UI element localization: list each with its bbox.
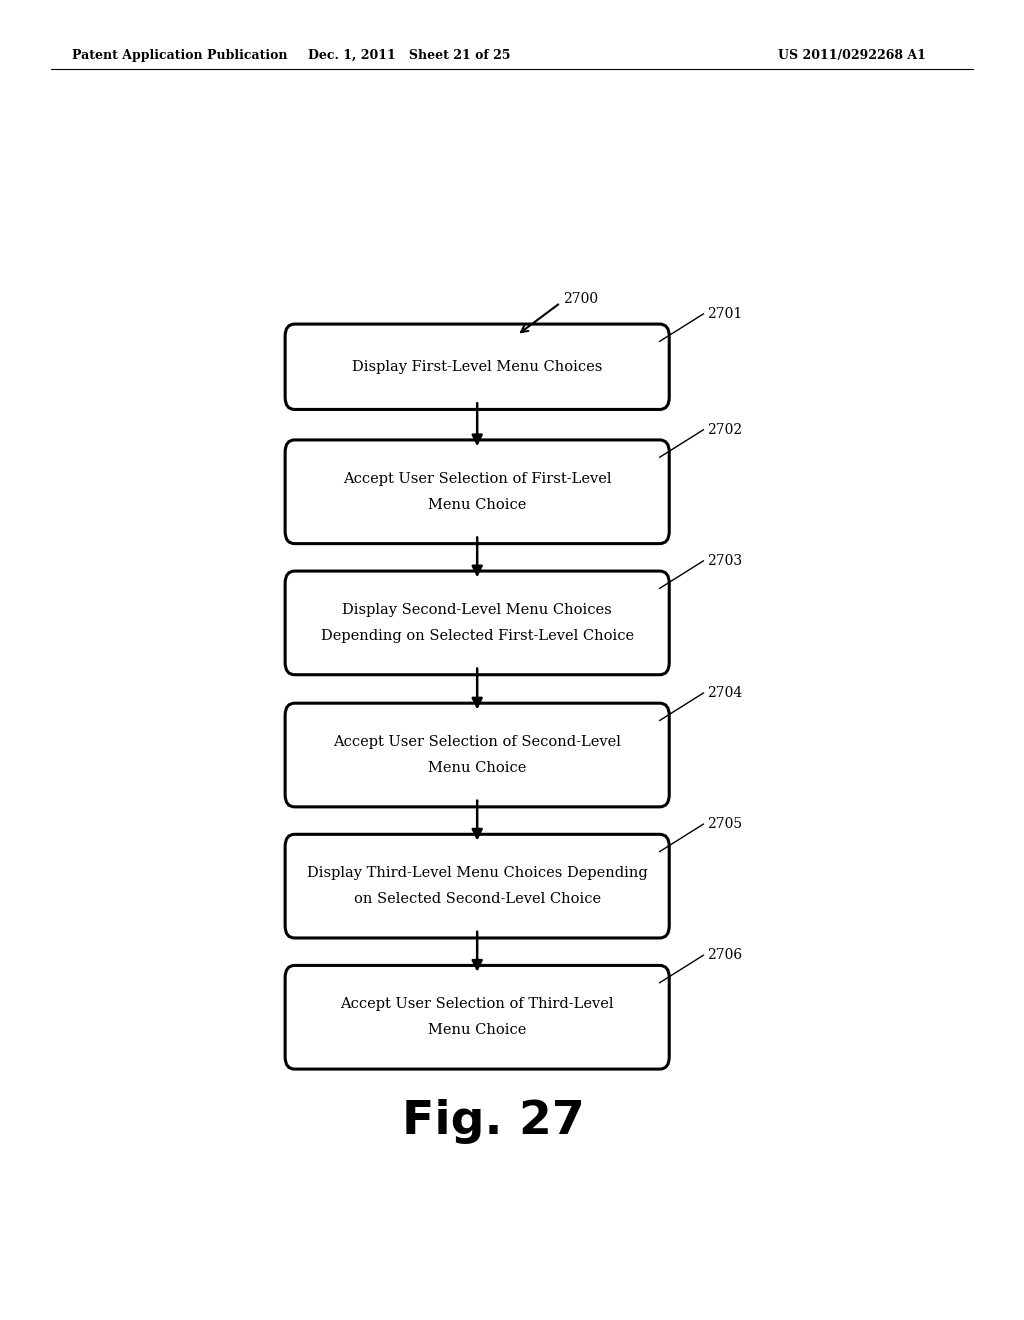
Text: Accept User Selection of First-Level: Accept User Selection of First-Level [343,471,611,486]
Text: US 2011/0292268 A1: US 2011/0292268 A1 [778,49,926,62]
Text: Fig. 27: Fig. 27 [401,1100,585,1144]
Text: Accept User Selection of Second-Level: Accept User Selection of Second-Level [333,735,622,748]
Text: Display Third-Level Menu Choices Depending: Display Third-Level Menu Choices Dependi… [307,866,647,880]
Text: 2701: 2701 [708,308,742,321]
Text: Depending on Selected First-Level Choice: Depending on Selected First-Level Choice [321,630,634,643]
Text: 2705: 2705 [708,817,742,832]
FancyBboxPatch shape [285,965,670,1069]
Text: Display Second-Level Menu Choices: Display Second-Level Menu Choices [342,603,612,616]
Text: 2700: 2700 [563,292,598,306]
Text: Accept User Selection of Third-Level: Accept User Selection of Third-Level [340,997,614,1011]
Text: Patent Application Publication: Patent Application Publication [72,49,287,62]
FancyBboxPatch shape [285,704,670,807]
Text: 2703: 2703 [708,554,742,568]
Text: Display First-Level Menu Choices: Display First-Level Menu Choices [352,360,602,374]
Text: Menu Choice: Menu Choice [428,498,526,512]
Text: 2704: 2704 [708,686,742,700]
FancyBboxPatch shape [285,325,670,409]
Text: Menu Choice: Menu Choice [428,1023,526,1038]
FancyBboxPatch shape [285,572,670,675]
Text: Dec. 1, 2011   Sheet 21 of 25: Dec. 1, 2011 Sheet 21 of 25 [308,49,511,62]
FancyBboxPatch shape [285,834,670,939]
Text: 2706: 2706 [708,948,742,962]
Text: on Selected Second-Level Choice: on Selected Second-Level Choice [353,892,601,907]
FancyBboxPatch shape [285,440,670,544]
Text: 2702: 2702 [708,422,742,437]
Text: Menu Choice: Menu Choice [428,762,526,775]
